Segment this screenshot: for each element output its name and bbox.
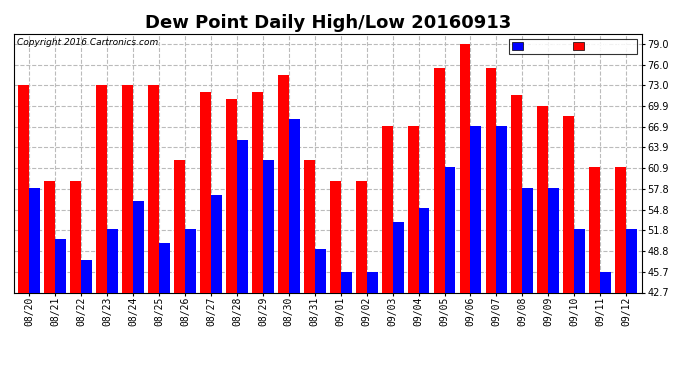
- Bar: [55, 239, 66, 292]
- Bar: [19, 85, 30, 292]
- Bar: [122, 85, 133, 292]
- Bar: [211, 195, 222, 292]
- Bar: [70, 181, 81, 292]
- Bar: [600, 272, 611, 292]
- Bar: [237, 140, 248, 292]
- Bar: [278, 75, 289, 292]
- Bar: [107, 229, 118, 292]
- Bar: [615, 167, 626, 292]
- Bar: [433, 68, 444, 292]
- Bar: [289, 119, 299, 292]
- Bar: [366, 272, 377, 292]
- Text: Copyright 2016 Cartronics.com: Copyright 2016 Cartronics.com: [17, 38, 158, 46]
- Title: Dew Point Daily High/Low 20160913: Dew Point Daily High/Low 20160913: [145, 14, 511, 32]
- Bar: [133, 201, 144, 292]
- Bar: [159, 243, 170, 292]
- Bar: [315, 249, 326, 292]
- Bar: [81, 260, 92, 292]
- Bar: [589, 167, 600, 292]
- Bar: [252, 92, 263, 292]
- Bar: [330, 181, 341, 292]
- Bar: [97, 85, 107, 292]
- Bar: [341, 272, 352, 292]
- Bar: [148, 85, 159, 292]
- Bar: [511, 95, 522, 292]
- Bar: [574, 229, 585, 292]
- Bar: [30, 189, 40, 292]
- Bar: [408, 126, 419, 292]
- Bar: [174, 160, 185, 292]
- Bar: [549, 188, 559, 292]
- Bar: [486, 68, 496, 292]
- Bar: [626, 229, 637, 292]
- Bar: [496, 126, 507, 292]
- Bar: [563, 116, 574, 292]
- Bar: [44, 181, 55, 292]
- Bar: [522, 188, 533, 292]
- Bar: [356, 181, 366, 292]
- Bar: [304, 160, 315, 292]
- Bar: [419, 208, 429, 292]
- Bar: [460, 44, 471, 292]
- Bar: [471, 126, 482, 292]
- Bar: [538, 106, 549, 292]
- Bar: [185, 229, 196, 292]
- Bar: [393, 222, 404, 292]
- Bar: [263, 160, 274, 292]
- Legend: Low  (°F), High  (°F): Low (°F), High (°F): [509, 39, 637, 54]
- Bar: [226, 99, 237, 292]
- Bar: [200, 92, 211, 292]
- Bar: [382, 126, 393, 292]
- Bar: [444, 167, 455, 292]
